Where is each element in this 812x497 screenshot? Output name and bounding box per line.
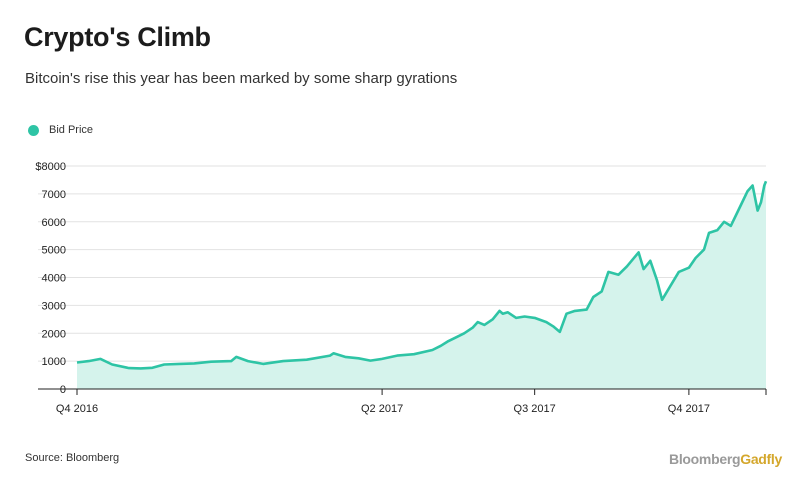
source-note: Source: Bloomberg bbox=[25, 452, 120, 464]
y-tick-label: 6000 bbox=[42, 217, 66, 229]
chart-title: Crypto's Climb bbox=[24, 22, 211, 52]
y-tick-label: $8000 bbox=[35, 161, 66, 173]
series-line bbox=[76, 180, 768, 370]
y-tick-label: 5000 bbox=[42, 245, 66, 257]
legend: Bid Price bbox=[28, 124, 93, 136]
y-tick-label: 4000 bbox=[42, 273, 66, 285]
brand-part-2: Gadfly bbox=[740, 451, 782, 467]
x-tick-label: Q4 2016 bbox=[56, 403, 98, 415]
x-tick-label: Q3 2017 bbox=[514, 403, 556, 415]
x-tick-label: Q4 2017 bbox=[668, 403, 710, 415]
legend-label: Bid Price bbox=[49, 124, 94, 136]
chart-subtitle: Bitcoin's rise this year has been marked… bbox=[25, 70, 458, 87]
x-tick-label: Q2 2017 bbox=[361, 403, 403, 415]
series-area bbox=[77, 181, 766, 389]
y-tick-label: 7000 bbox=[42, 189, 66, 201]
y-tick-label: 0 bbox=[60, 384, 66, 396]
brand-part-1: Bloomberg bbox=[669, 451, 741, 467]
legend-swatch bbox=[28, 124, 39, 136]
y-tick-label: 3000 bbox=[42, 300, 66, 312]
y-tick-label: 2000 bbox=[42, 328, 66, 340]
y-tick-label: 1000 bbox=[42, 356, 66, 368]
brand-logo: BloombergGadfly bbox=[669, 451, 782, 467]
